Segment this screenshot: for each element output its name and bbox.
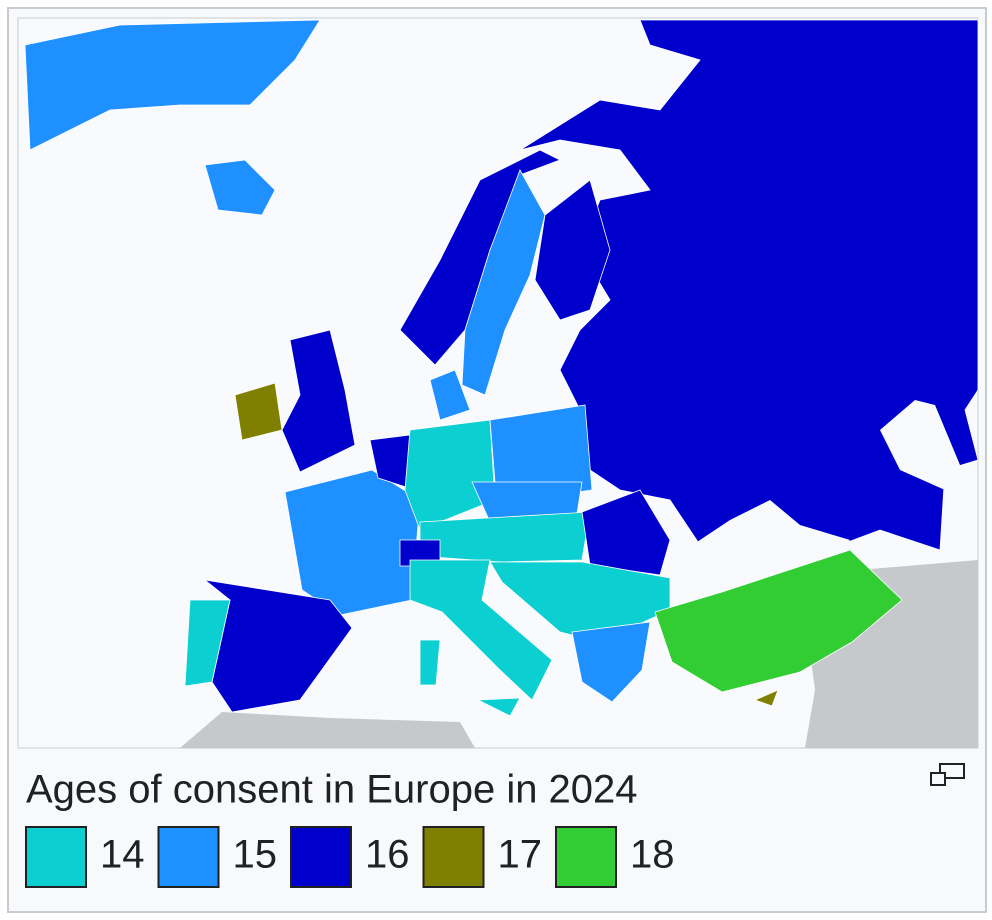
legend-swatch — [422, 826, 485, 888]
sweden — [461, 169, 546, 396]
denmark — [429, 369, 471, 421]
greenland — [24, 19, 321, 151]
legend-label: 17 — [498, 833, 543, 877]
legend-swatch — [157, 826, 220, 888]
legend-label: 18 — [630, 833, 675, 877]
legend-swatch — [25, 826, 87, 888]
cyprus — [753, 689, 779, 707]
romania — [581, 489, 671, 576]
sicily — [476, 697, 521, 717]
norway — [399, 149, 561, 366]
black-sea — [670, 500, 850, 585]
germany — [404, 419, 496, 531]
legend-label: 16 — [365, 833, 410, 877]
italy — [409, 559, 553, 701]
great-britain — [281, 329, 356, 473]
sardinia — [419, 639, 441, 686]
turkey — [654, 549, 903, 693]
map[interactable] — [17, 17, 979, 749]
legend: 14 15 16 17 18 — [25, 826, 675, 888]
iceland — [204, 159, 276, 216]
finland — [534, 179, 611, 321]
legend-label: 14 — [100, 833, 145, 877]
land-other — [180, 712, 475, 748]
legend-swatch — [555, 826, 617, 888]
legend-swatch — [290, 826, 352, 888]
portugal — [184, 599, 231, 687]
greece — [571, 621, 651, 703]
caspian-sea — [880, 400, 960, 490]
enlarge-icon[interactable] — [930, 763, 965, 786]
ireland — [234, 382, 283, 441]
legend-label: 15 — [233, 833, 278, 877]
caption: Ages of consent in Europe in 2024 — [26, 768, 638, 812]
